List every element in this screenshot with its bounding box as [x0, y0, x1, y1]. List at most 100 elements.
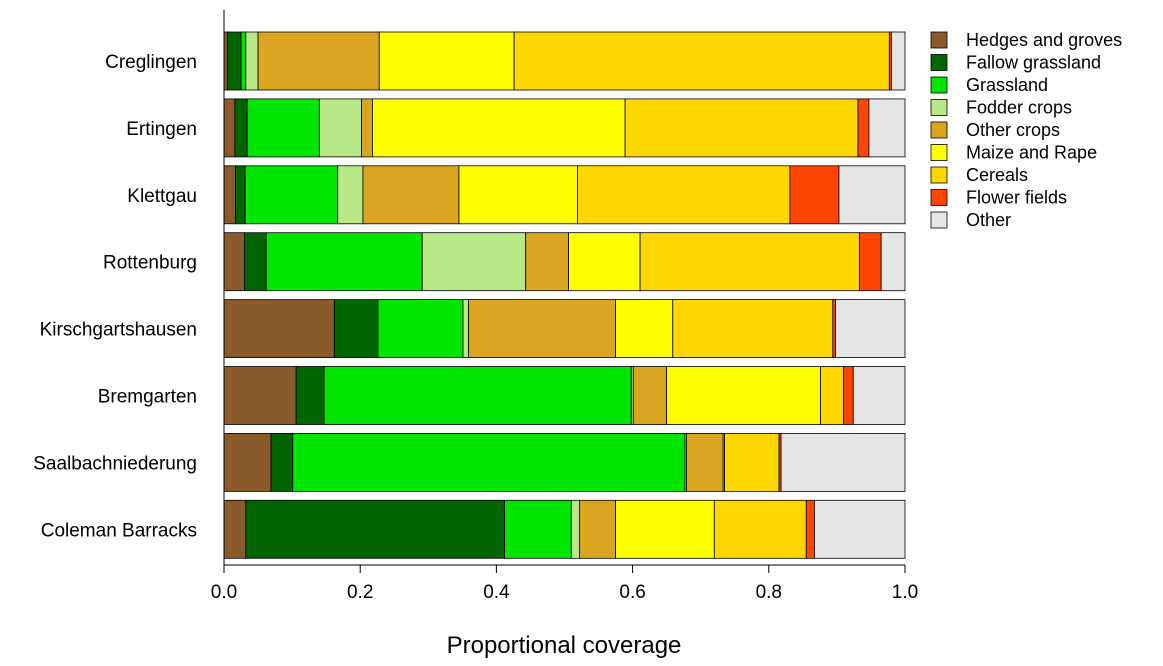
bar-segment [852, 366, 906, 425]
bar-segment [462, 299, 469, 359]
bar-segment [577, 165, 791, 225]
bar-segment [223, 232, 245, 292]
bar-segment [223, 432, 272, 492]
bar-segment [632, 366, 668, 425]
bar-row [223, 232, 906, 292]
bar-segment [377, 299, 464, 359]
x-tick-label: 0.8 [756, 582, 782, 603]
bar-segment [713, 499, 807, 559]
bar-segment [223, 299, 335, 359]
bar-segment [295, 366, 325, 425]
bar-segment [378, 31, 515, 91]
category-label: Rottenburg [103, 253, 197, 274]
bar-segment [223, 499, 247, 559]
bar-segment [337, 165, 364, 225]
category-label: Coleman Barracks [41, 520, 197, 541]
category-label: Bremgarten [98, 387, 197, 408]
legend-item: Hedges and groves [930, 30, 1122, 50]
legend: Hedges and groves Fallow grasslandGrassla… [930, 30, 1122, 230]
legend-label: Cereals [966, 165, 1028, 185]
bar-segment [579, 499, 616, 559]
legend-item: Other crops [930, 120, 1060, 140]
bar-segment [372, 98, 626, 158]
bar-segment [624, 98, 859, 158]
bar-segment [685, 432, 724, 492]
bar-row [223, 366, 906, 425]
legend-swatch [930, 189, 948, 206]
legend-item: Cereals [930, 165, 1028, 185]
bar-segment [246, 98, 320, 158]
bar-segment [235, 165, 246, 225]
bar-segment [244, 232, 267, 292]
x-tick-label: 1.0 [892, 582, 918, 603]
bar-segment [639, 232, 860, 292]
bar-segment [223, 165, 236, 225]
bar-segment [570, 499, 580, 559]
legend-swatch [930, 144, 948, 161]
bars-layer [223, 31, 906, 559]
category-label: Ertingen [126, 119, 197, 140]
legend-label: Other [966, 210, 1011, 230]
legend-swatch [930, 31, 948, 49]
bar-segment [223, 366, 297, 425]
bar-segment [838, 165, 906, 225]
legend-item: Grassland [930, 75, 1048, 95]
x-tick-label: 0.2 [347, 582, 373, 603]
bar-segment [234, 98, 248, 158]
bar-segment [820, 366, 845, 425]
legend-label: Fodder crops [966, 98, 1072, 118]
bar-segment [805, 499, 815, 559]
bar-segment [361, 98, 373, 158]
category-label: Kirschgartshausen [40, 320, 197, 341]
bar-segment [292, 432, 686, 492]
x-tick-label: 0.4 [483, 582, 510, 603]
legend-item: Flower fields [930, 188, 1067, 208]
bar-segment [504, 499, 572, 559]
legend-swatch [930, 211, 948, 229]
legend-swatch [930, 76, 948, 94]
legend-swatch [930, 121, 948, 139]
x-tick-label: 0.0 [211, 582, 237, 603]
bar-segment [835, 299, 906, 359]
bar-segment [223, 98, 236, 158]
bar-segment [227, 31, 242, 91]
bar-segment [421, 232, 527, 292]
x-axis-label: Proportional coverage [447, 632, 682, 659]
bar-row [223, 98, 906, 158]
legend-item: Fodder crops [930, 98, 1072, 118]
legend-swatch [930, 166, 948, 184]
bar-segment [843, 366, 854, 425]
bar-segment [789, 165, 840, 225]
bar-segment [513, 31, 890, 91]
bar-segment [323, 366, 632, 425]
bar-segment [362, 165, 460, 225]
bar-segment [223, 31, 228, 91]
bar-segment [868, 98, 906, 158]
bar-segment [265, 232, 423, 292]
bar-row [223, 165, 906, 225]
bar-segment [468, 299, 616, 359]
bar-segment [270, 432, 294, 492]
bar-segment [672, 299, 834, 359]
legend-item: Maize and Rape [930, 143, 1097, 163]
legend-label: Fallow grassland [966, 53, 1101, 73]
bar-segment [890, 31, 906, 91]
legend-label: Maize and Rape [966, 143, 1097, 163]
category-label: Klettgau [127, 186, 197, 207]
bar-segment [814, 499, 906, 559]
legend-label: Hedges and groves [966, 30, 1122, 50]
bar-segment [666, 366, 821, 425]
category-label: Saalbachniederung [33, 453, 197, 474]
bar-segment [244, 165, 339, 225]
x-tick-label: 0.6 [619, 582, 645, 603]
bar-segment [724, 432, 780, 492]
legend-label: Flower fields [966, 188, 1067, 208]
bar-segment [568, 232, 641, 292]
legend-label: Grassland [966, 75, 1048, 95]
bar-segment [615, 299, 674, 359]
bar-segment [832, 299, 836, 359]
bar-row [223, 432, 906, 492]
legend-item: Fallow grassland [930, 53, 1101, 73]
